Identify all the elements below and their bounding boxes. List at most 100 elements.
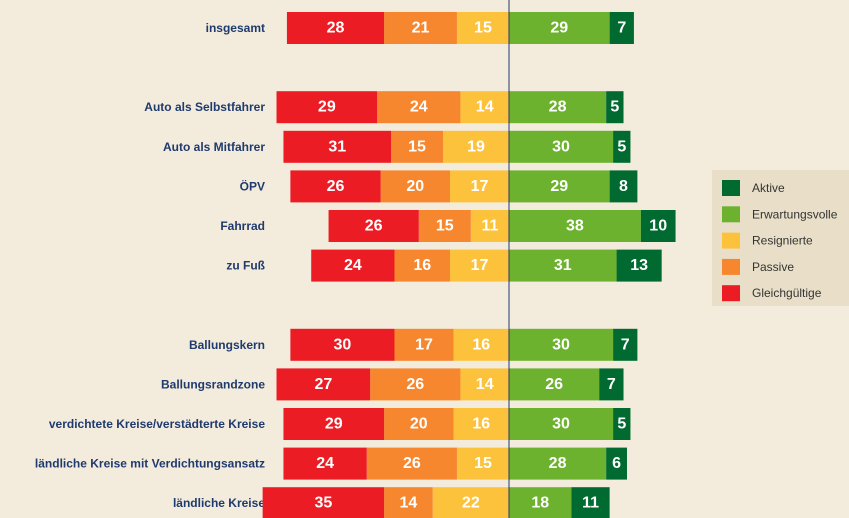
value-label: 7 [621,336,630,353]
value-label: 26 [365,218,383,235]
value-label: 10 [649,218,667,235]
category-label: Auto als Selbstfahrer [144,100,265,114]
bar-segment [450,249,509,282]
bar-segment [613,328,638,361]
bar-segment [460,91,509,124]
bar-segment [286,12,385,44]
value-label: 18 [531,495,549,512]
legend-swatch [722,285,740,302]
value-label: 6 [612,455,621,472]
value-label: 29 [550,178,568,195]
value-label: 38 [566,218,584,235]
value-label: 22 [462,495,480,512]
value-label: 15 [474,455,492,472]
value-label: 13 [630,257,648,274]
bar-segment [609,12,634,44]
value-label: 15 [474,20,492,37]
bar-segment [283,447,367,480]
bar-segment [377,91,461,124]
value-label: 29 [550,20,568,37]
bar-segment [384,487,433,518]
bar-segment [456,447,509,480]
category-label: verdichtete Kreise/verstädterte Kreise [49,417,265,431]
value-label: 8 [619,178,628,195]
value-label: 28 [549,455,567,472]
value-label: 14 [476,376,494,393]
value-label: 30 [552,138,570,155]
bar-segment [453,408,509,440]
value-label: 14 [476,99,494,116]
legend-label: Resignierte [752,234,813,248]
category-label: Auto als Mitfahrer [163,140,265,154]
value-label: 16 [472,336,490,353]
value-label: 17 [415,336,433,353]
bar-segment [456,12,509,44]
bar-segment [599,368,624,401]
value-label: 21 [412,20,430,37]
bar-segment [509,170,610,203]
bar-segment [509,368,600,401]
bar-segment [283,408,385,440]
value-label: 7 [607,376,616,393]
value-label: 26 [545,376,563,393]
value-label: 35 [314,495,332,512]
legend-swatch [722,258,740,275]
bar-segment [509,210,641,242]
value-label: 24 [344,257,362,274]
bar-segment [311,249,395,282]
bar-segment [450,170,509,203]
value-label: 15 [436,218,454,235]
bar-segment [509,447,607,480]
bar-segment [380,170,451,203]
bar-segment [394,249,451,282]
value-label: 28 [327,20,345,37]
value-label: 26 [327,178,345,195]
bar-segment [509,249,617,282]
bar-segment [606,447,627,480]
bar-segment [509,408,614,440]
legend-swatch [722,232,740,249]
value-label: 19 [467,138,485,155]
value-label: 16 [413,257,431,274]
value-label: 11 [481,218,498,235]
value-label: 17 [471,257,489,274]
value-label: 30 [334,336,352,353]
bar-segment [609,170,638,203]
bar-segment [443,130,509,163]
legend-label: Passive [752,260,794,274]
value-label: 31 [554,257,572,274]
bar-segment [509,130,614,163]
value-label: 17 [471,178,489,195]
value-label: 28 [549,99,567,116]
bar-segment [571,487,610,518]
bar-segment [470,210,509,242]
bar-segment [283,130,392,163]
bar-segment [613,408,631,440]
value-label: 24 [316,455,334,472]
bar-segment [394,328,454,361]
value-label: 11 [582,495,599,512]
value-label: 26 [406,376,424,393]
bar-segment [432,487,509,518]
bar-segment [290,170,381,203]
value-label: 5 [617,138,626,155]
value-label: 20 [410,416,428,433]
bar-segment [453,328,509,361]
value-label: 26 [403,455,421,472]
value-label: 7 [617,20,626,37]
category-label: zu Fuß [226,259,265,273]
category-label: Ballungskern [189,338,265,352]
value-label: 31 [328,138,346,155]
value-label: 15 [408,138,426,155]
category-label: Ballungsrandzone [161,377,265,391]
bar-segment [391,130,444,163]
bar-segment [262,487,385,518]
bar-segment [418,210,471,242]
value-label: 29 [325,416,343,433]
category-label: ländliche Kreise mit Verdichtungsansatz [35,457,265,471]
category-label: ÖPV [240,178,265,193]
bar-segment [328,210,419,242]
value-label: 30 [552,336,570,353]
category-label: ländliche Kreise [173,496,265,510]
